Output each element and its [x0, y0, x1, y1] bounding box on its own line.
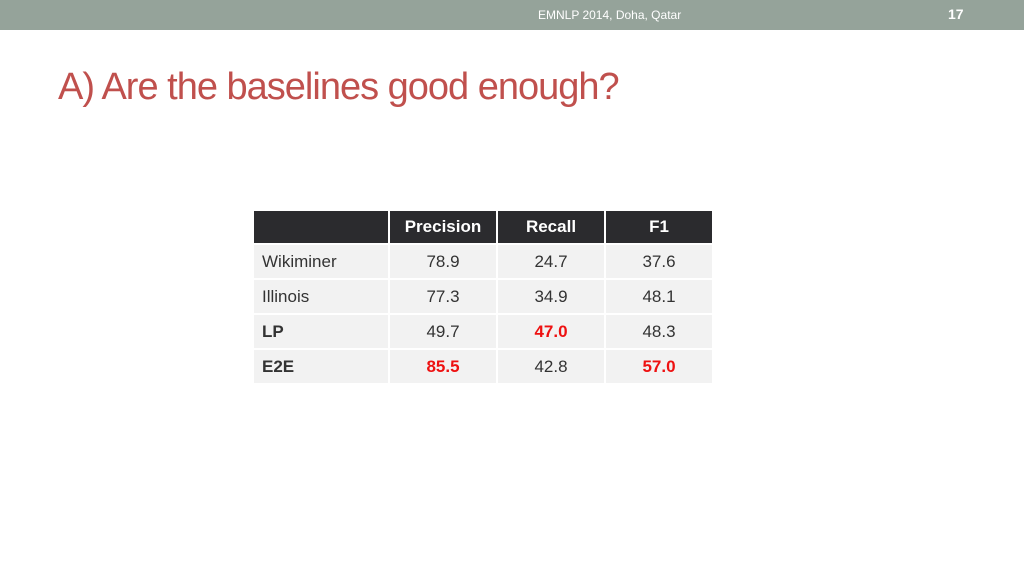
- recall-cell: 34.9: [498, 280, 604, 313]
- f1-cell: 48.1: [606, 280, 712, 313]
- page-number: 17: [948, 6, 964, 22]
- table-row: Illinois 77.3 34.9 48.1: [254, 280, 712, 313]
- top-bar: EMNLP 2014, Doha, Qatar 17: [0, 0, 1024, 30]
- table-row: Wikiminer 78.9 24.7 37.6: [254, 245, 712, 278]
- header-precision: Precision: [390, 211, 496, 243]
- precision-cell: 77.3: [390, 280, 496, 313]
- precision-cell-best: 85.5: [390, 350, 496, 383]
- row-label: Wikiminer: [254, 245, 388, 278]
- f1-cell: 37.6: [606, 245, 712, 278]
- header-corner-cell: [254, 211, 388, 243]
- row-label: Illinois: [254, 280, 388, 313]
- precision-cell: 49.7: [390, 315, 496, 348]
- header-f1: F1: [606, 211, 712, 243]
- row-label: E2E: [254, 350, 388, 383]
- table-row: E2E 85.5 42.8 57.0: [254, 350, 712, 383]
- recall-cell: 24.7: [498, 245, 604, 278]
- header-recall: Recall: [498, 211, 604, 243]
- conference-label: EMNLP 2014, Doha, Qatar: [538, 8, 682, 22]
- recall-cell: 42.8: [498, 350, 604, 383]
- table-row: LP 49.7 47.0 48.3: [254, 315, 712, 348]
- f1-cell-best: 57.0: [606, 350, 712, 383]
- recall-cell-best: 47.0: [498, 315, 604, 348]
- slide-title: A) Are the baselines good enough?: [58, 66, 620, 108]
- f1-cell: 48.3: [606, 315, 712, 348]
- table-header-row: Precision Recall F1: [254, 211, 712, 243]
- row-label: LP: [254, 315, 388, 348]
- results-table: Precision Recall F1 Wikiminer 78.9 24.7 …: [252, 209, 714, 385]
- precision-cell: 78.9: [390, 245, 496, 278]
